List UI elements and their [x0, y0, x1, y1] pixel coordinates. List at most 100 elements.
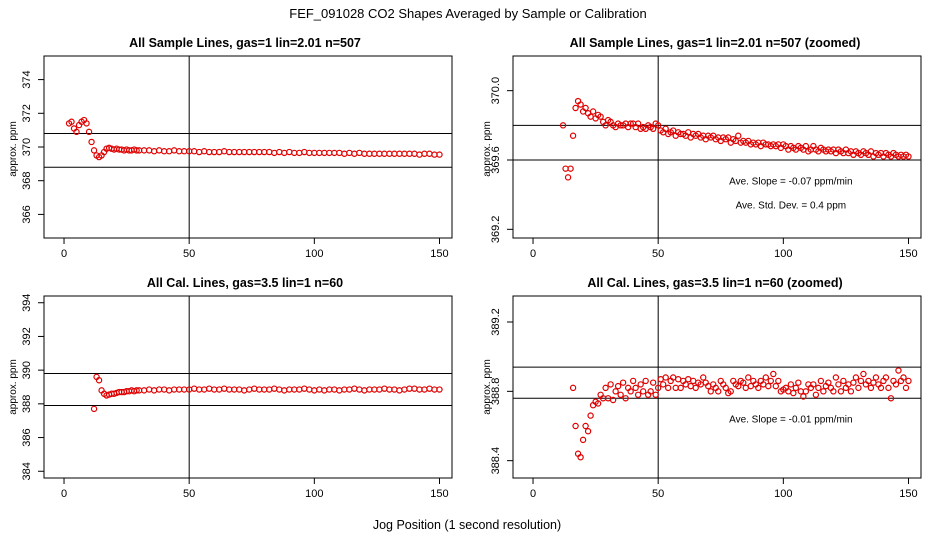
data-point	[802, 388, 810, 395]
y-tick-label: 369.2	[490, 216, 502, 244]
data-point	[632, 384, 639, 392]
data-point	[607, 381, 614, 388]
data-point	[346, 149, 353, 157]
data-point	[195, 148, 203, 156]
data-point	[396, 387, 403, 394]
data-point	[321, 387, 328, 394]
data-point	[612, 388, 619, 395]
data-point	[900, 374, 907, 381]
data-point	[649, 125, 657, 133]
data-point	[892, 381, 900, 388]
plot-frame	[512, 55, 922, 239]
data-point	[727, 388, 734, 395]
data-point	[133, 147, 140, 154]
x-tick-label: 0	[530, 488, 536, 500]
data-point	[647, 388, 654, 395]
data-point	[887, 395, 895, 402]
data-point	[832, 374, 840, 381]
y-axis-label: approx. ppm	[8, 359, 19, 415]
data-point	[569, 384, 577, 392]
data-point	[301, 148, 308, 156]
data-point	[381, 385, 388, 392]
data-point	[559, 122, 567, 129]
panel-title: All Sample Lines, gas=1 lin=2.01 n=507 (…	[570, 36, 861, 50]
plot-frame	[512, 295, 922, 479]
y-tick-label: 384	[21, 462, 33, 480]
data-point	[629, 377, 637, 385]
x-tick-label: 50	[183, 488, 195, 500]
data-point	[895, 367, 902, 374]
data-point	[609, 396, 617, 404]
data-point	[361, 387, 368, 394]
data-point	[905, 377, 912, 385]
y-tick-label: 388	[21, 395, 33, 413]
y-tick-label: 372	[21, 104, 33, 122]
data-point	[820, 388, 827, 395]
data-point	[88, 138, 95, 146]
data-point	[882, 374, 890, 381]
data-point	[654, 384, 662, 392]
data-point	[792, 384, 800, 392]
data-point	[602, 122, 609, 129]
data-point	[582, 422, 589, 430]
data-point	[351, 385, 358, 392]
data-point	[622, 395, 629, 402]
data-point	[90, 147, 98, 154]
data-point	[787, 381, 795, 388]
panel-title: All Cal. Lines, gas=3.5 lin=1 n=60 (zoom…	[587, 276, 842, 290]
data-point	[564, 174, 572, 181]
x-tick-label: 100	[774, 488, 792, 500]
data-point	[133, 387, 140, 394]
x-tick-label: 0	[61, 488, 67, 500]
data-point	[145, 386, 153, 393]
data-point	[902, 384, 910, 392]
y-axis-label: approx. ppm	[482, 359, 493, 415]
data-point	[634, 120, 642, 127]
data-point	[802, 142, 810, 150]
data-point	[584, 428, 592, 435]
data-point	[835, 381, 842, 388]
data-point	[735, 132, 742, 139]
x-tick-label: 150	[430, 248, 448, 260]
x-tick-label: 0	[530, 248, 536, 260]
data-point	[85, 128, 93, 136]
data-point	[692, 384, 699, 392]
x-tick-label: 150	[430, 488, 448, 500]
data-point	[569, 132, 577, 139]
data-point	[577, 454, 584, 461]
data-point	[341, 150, 348, 157]
data-point	[351, 150, 358, 157]
data-point	[755, 384, 762, 392]
data-point	[627, 388, 634, 395]
x-tick-label: 150	[899, 488, 917, 500]
data-point	[715, 388, 722, 395]
annotation: Ave. Slope = -0.07 ppm/min	[729, 176, 853, 187]
data-point	[637, 381, 644, 388]
data-point	[617, 391, 624, 398]
y-axis-label: approx. ppm	[8, 121, 19, 177]
data-point	[847, 388, 855, 395]
data-point	[767, 377, 775, 385]
data-point	[251, 385, 258, 392]
data-point	[356, 386, 363, 393]
data-point	[677, 384, 684, 392]
panel-title: All Sample Lines, gas=1 lin=2.01 n=507	[129, 36, 361, 50]
data-point	[577, 101, 584, 108]
data-point	[336, 387, 343, 394]
y-tick-label: 392	[21, 327, 33, 345]
data-point	[83, 120, 90, 127]
data-point	[572, 104, 579, 112]
data-point	[840, 377, 847, 385]
data-point	[740, 379, 747, 386]
data-point	[885, 384, 892, 392]
data-point	[634, 391, 642, 398]
data-point	[652, 391, 659, 398]
y-tick-label: 390	[21, 361, 33, 379]
data-point	[857, 377, 865, 385]
y-tick-label: 368	[21, 172, 33, 190]
x-tick-label: 50	[652, 248, 664, 260]
data-point	[316, 386, 323, 393]
data-point	[356, 149, 363, 157]
data-point	[664, 384, 672, 392]
